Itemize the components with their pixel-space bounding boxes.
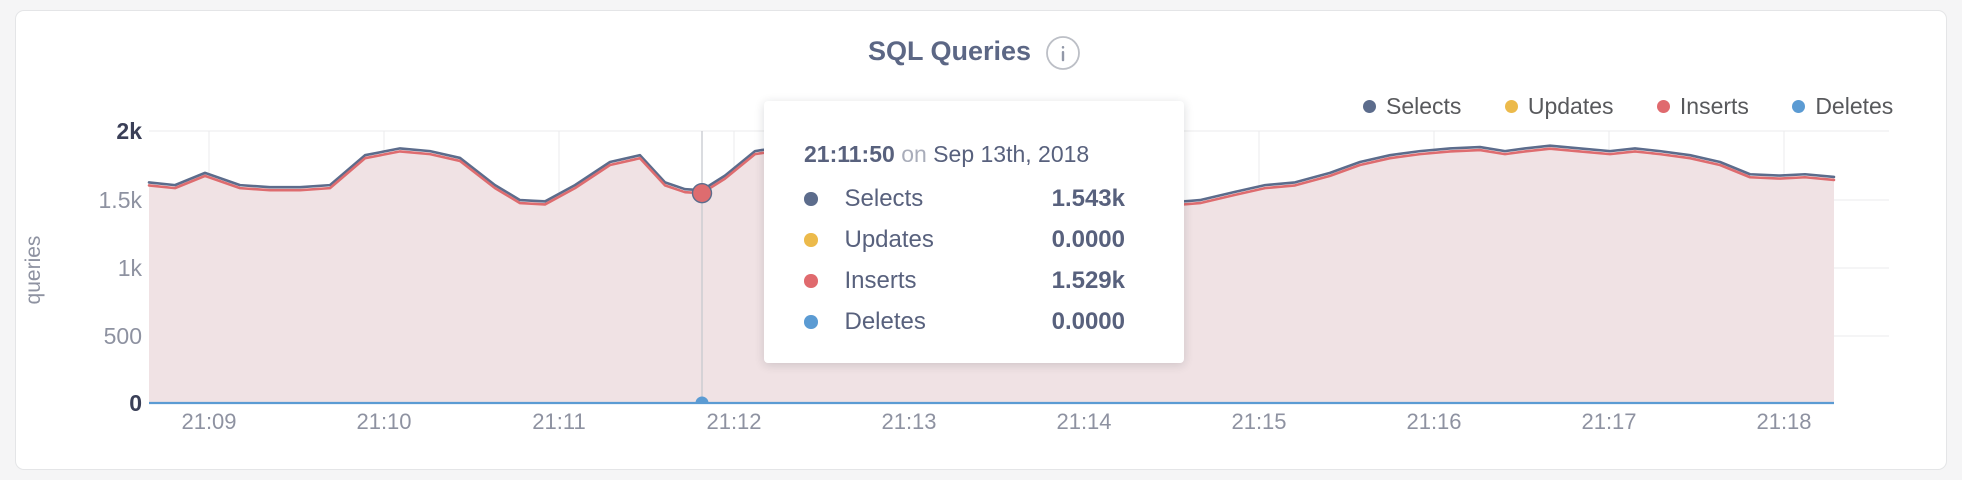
svg-text:21:15: 21:15: [1231, 409, 1286, 434]
svg-text:500: 500: [104, 323, 142, 349]
svg-text:21:16: 21:16: [1406, 409, 1461, 434]
svg-text:queries: queries: [22, 236, 45, 305]
svg-text:21:12: 21:12: [706, 409, 761, 434]
svg-text:2k: 2k: [116, 118, 142, 144]
svg-text:21:14: 21:14: [1056, 409, 1111, 434]
svg-text:21:09: 21:09: [181, 409, 236, 434]
svg-text:0: 0: [129, 390, 142, 416]
svg-text:21:18: 21:18: [1756, 409, 1811, 434]
svg-text:21:10: 21:10: [356, 409, 411, 434]
svg-text:21:17: 21:17: [1581, 409, 1636, 434]
svg-text:1k: 1k: [118, 255, 143, 281]
svg-text:21:13: 21:13: [881, 409, 936, 434]
svg-text:1.5k: 1.5k: [99, 187, 143, 213]
svg-text:21:11: 21:11: [532, 409, 585, 434]
